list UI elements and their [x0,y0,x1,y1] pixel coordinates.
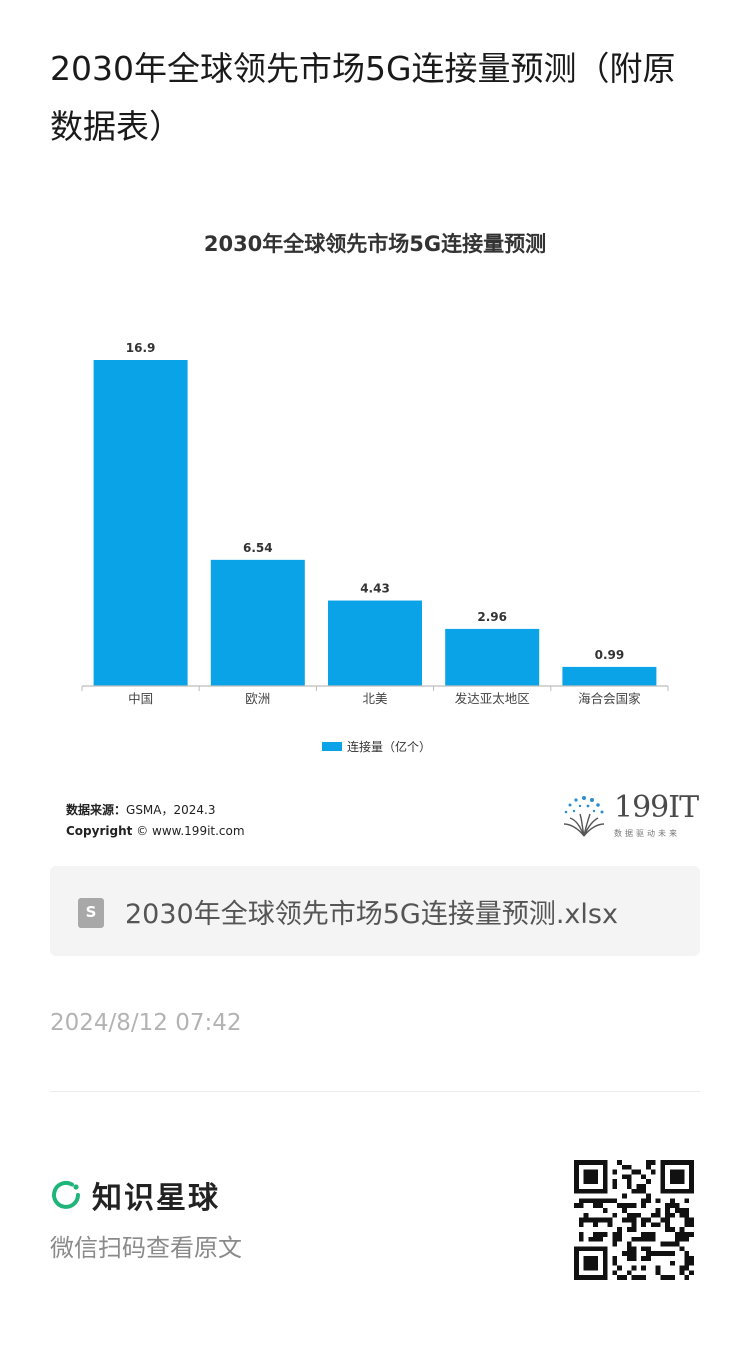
source-value: GSMA，2024.3 [126,803,216,817]
attachment-filename[interactable]: 2030年全球领先市场5G连接量预测.xlsx [125,899,618,930]
data-label-4: 0.99 [595,648,625,662]
file-icon-glyph: S [85,903,97,921]
data-label-3: 2.96 [477,610,507,624]
page-title: 2030年全球领先市场5G连接量预测（附原数据表） [50,49,676,146]
bar-3 [445,628,540,686]
x-tick-label-1: 欧洲 [245,691,270,706]
spreadsheet-file-icon: S [78,898,104,928]
post-date: 2024/8/12 07:42 [50,1010,242,1036]
brand-tagline: 数据驱动未来 [614,829,680,838]
brand-name: 199IT [614,790,699,825]
data-label-1: 6.54 [243,541,273,555]
bar-4 [562,666,657,686]
brand-logo: 199IT 数据驱动未来 [558,790,699,842]
copyright-value: © www.199it.com [136,824,245,838]
x-tick-label-3: 发达亚太地区 [455,691,530,706]
attachment-card[interactable]: S 2030年全球领先市场5G连接量预测.xlsx [50,866,700,956]
bar-chart: 16.9 中国 6.54 欧洲 4.43 北美 2.96 发达亚太地区 0.99 海合会国家连接量… [81,341,669,754]
scan-hint: 微信扫码查看原文 [50,1234,242,1262]
x-tick-label-0: 中国 [128,691,153,706]
bar-1 [210,559,305,686]
planet-ring-icon [52,1180,80,1209]
bar-2 [328,600,422,686]
data-label-2: 4.43 [360,582,390,596]
footer-logo: 知识星球 [50,1175,220,1216]
copyright-label: Copyright [66,824,133,838]
chart-image: 2030年全球领先市场5G连接量预测 16.9 中国 6.54 欧洲 4.43 北美 2.9… [50,210,700,850]
divider [50,1091,700,1092]
chart-title: 2030年全球领先市场5G连接量预测 [203,232,547,256]
source-label: 数据来源： [66,803,127,817]
bar-0 [93,360,188,686]
brand-mark-icon [563,796,605,837]
x-tick-label-4: 海合会国家 [578,691,641,706]
source-block: 数据来源：GSMA，2024.3 Copyright © www.199it.c… [66,800,245,842]
qr-code-icon[interactable] [574,1160,694,1280]
footer-brand-name: 知识星球 [92,1181,220,1216]
data-label-0: 16.9 [126,341,156,355]
x-tick-label-2: 北美 [362,691,387,706]
legend-swatch [322,742,342,751]
legend-label: 连接量（亿个） [347,739,431,754]
